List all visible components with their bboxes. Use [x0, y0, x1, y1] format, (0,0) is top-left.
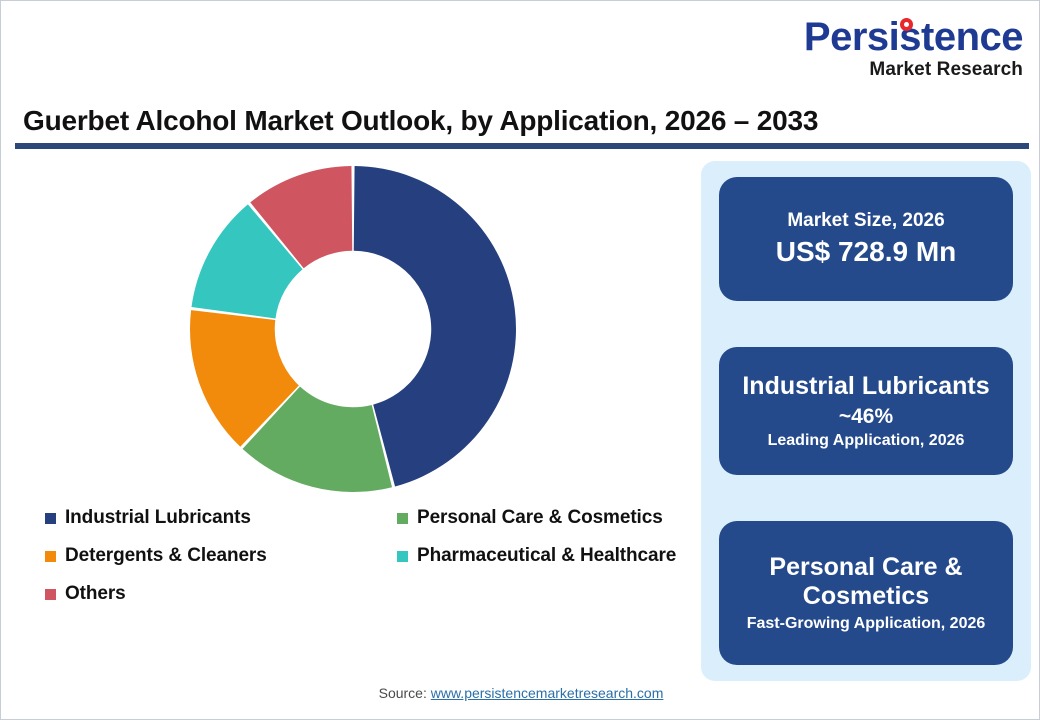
legend-row: Others — [45, 583, 705, 605]
legend-item-personal-care-cosmetics[interactable]: Personal Care & Cosmetics — [397, 507, 663, 529]
market-size-value: US$ 728.9 Mn — [775, 235, 957, 267]
donut-slice[interactable] — [242, 386, 393, 492]
legend-item-industrial-lubricants[interactable]: Industrial Lubricants — [45, 507, 397, 529]
legend-swatch-icon — [397, 550, 408, 562]
legend-item-detergents-cleaners[interactable]: Detergents & Cleaners — [45, 545, 397, 567]
leading-application-note: Leading Application, 2026 — [767, 431, 965, 449]
legend-label: Personal Care & Cosmetics — [417, 507, 663, 528]
donut-chart-svg — [190, 166, 517, 492]
brand-dot-icon — [899, 18, 913, 31]
source-prefix: Source: — [378, 685, 431, 701]
chart-legend: Industrial Lubricants Personal Care & Co… — [45, 507, 705, 621]
market-size-card: Market Size, 2026 US$ 728.9 Mn — [719, 177, 1013, 301]
source-link[interactable]: www.persistencemarketresearch.com — [430, 685, 664, 701]
leading-application-percent: ~46% — [838, 404, 894, 428]
donut-slice[interactable] — [190, 310, 299, 447]
legend-swatch-icon — [397, 512, 408, 524]
legend-row: Industrial Lubricants Personal Care & Co… — [45, 507, 705, 529]
title-divider — [15, 143, 1029, 149]
fast-growing-application-note: Fast-Growing Application, 2026 — [746, 614, 986, 632]
leading-application-title: Industrial Lubricants — [742, 372, 990, 401]
legend-label: Pharmaceutical & Healthcare — [417, 545, 677, 566]
brand-name: Persistence — [803, 15, 1024, 59]
donut-chart — [17, 157, 689, 497]
legend-swatch-icon — [45, 550, 56, 562]
fast-growing-application-card: Personal Care & Cosmetics Fast-Growing A… — [719, 521, 1013, 665]
leading-application-card: Industrial Lubricants ~46% Leading Appli… — [719, 347, 1013, 475]
highlights-panel: Market Size, 2026 US$ 728.9 Mn Industria… — [701, 161, 1031, 681]
legend-label: Industrial Lubricants — [65, 507, 251, 528]
donut-slice[interactable] — [191, 204, 303, 319]
page-title: Guerbet Alcohol Market Outlook, by Appli… — [23, 105, 819, 136]
fast-growing-application-title: Personal Care & Cosmetics — [769, 552, 963, 611]
legend-swatch-icon — [45, 512, 56, 524]
legend-label: Others — [65, 583, 126, 604]
brand-tagline: Market Research — [869, 59, 1023, 80]
brand-logo: Persistence Market Research — [787, 15, 1024, 80]
donut-slice[interactable] — [353, 166, 517, 487]
legend-item-pharmaceutical-healthcare[interactable]: Pharmaceutical & Healthcare — [397, 545, 676, 567]
legend-item-others[interactable]: Others — [45, 583, 397, 605]
donut-slices — [190, 166, 517, 492]
legend-row: Detergents & Cleaners Pharmaceutical & H… — [45, 545, 705, 567]
brand-name-wrapper: Persistence — [803, 15, 1024, 59]
market-size-label: Market Size, 2026 — [787, 209, 945, 231]
source-footer: Source: www.persistencemarketresearch.co… — [1, 685, 1039, 701]
legend-label: Detergents & Cleaners — [65, 545, 267, 566]
donut-slice[interactable] — [250, 166, 353, 269]
legend-swatch-icon — [45, 588, 56, 600]
